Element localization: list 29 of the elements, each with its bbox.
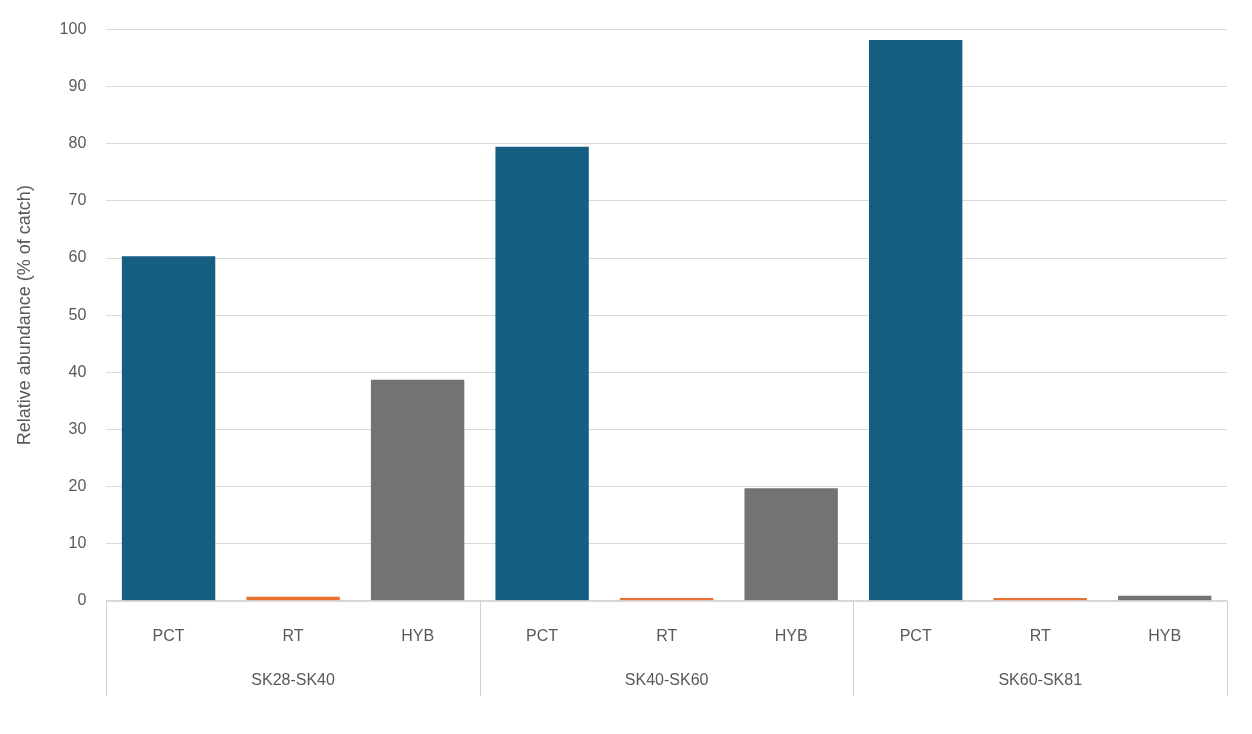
- x-tick-label: HYB: [774, 626, 808, 644]
- bar: [370, 379, 465, 601]
- bar: [869, 39, 963, 601]
- x-tick-label: PCT: [152, 626, 185, 644]
- x-tick-label: HYB: [1148, 626, 1182, 644]
- bar: [495, 146, 589, 601]
- x-tick-label: RT: [656, 626, 678, 644]
- bar: [744, 488, 838, 601]
- x-tick-label: HYB: [401, 626, 435, 644]
- y-tick-label: 40: [68, 362, 87, 380]
- y-tick-label: 70: [68, 191, 87, 209]
- y-axis-title: Relative abundance (% of catch): [13, 185, 34, 446]
- y-tick-label: 80: [68, 134, 87, 152]
- y-tick-label: 60: [68, 248, 87, 266]
- y-tick-label: 30: [68, 419, 87, 437]
- y-tick-label: 90: [68, 77, 87, 95]
- y-tick-label: 50: [68, 305, 87, 323]
- x-tick-label: PCT: [899, 626, 932, 644]
- x-tick-label: PCT: [526, 626, 559, 644]
- text: SK28-SK40: [251, 671, 335, 689]
- y-tick-label: 20: [68, 476, 87, 494]
- x-tick-label: RT: [1029, 626, 1051, 644]
- text: SK40-SK60: [624, 671, 709, 689]
- y-tick-label: 100: [59, 20, 87, 38]
- x-tick-label: RT: [282, 626, 304, 644]
- bar: [121, 256, 216, 601]
- y-tick-label: 10: [68, 534, 87, 552]
- text: SK60-SK81: [998, 671, 1083, 689]
- y-tick-label: 0: [77, 591, 87, 609]
